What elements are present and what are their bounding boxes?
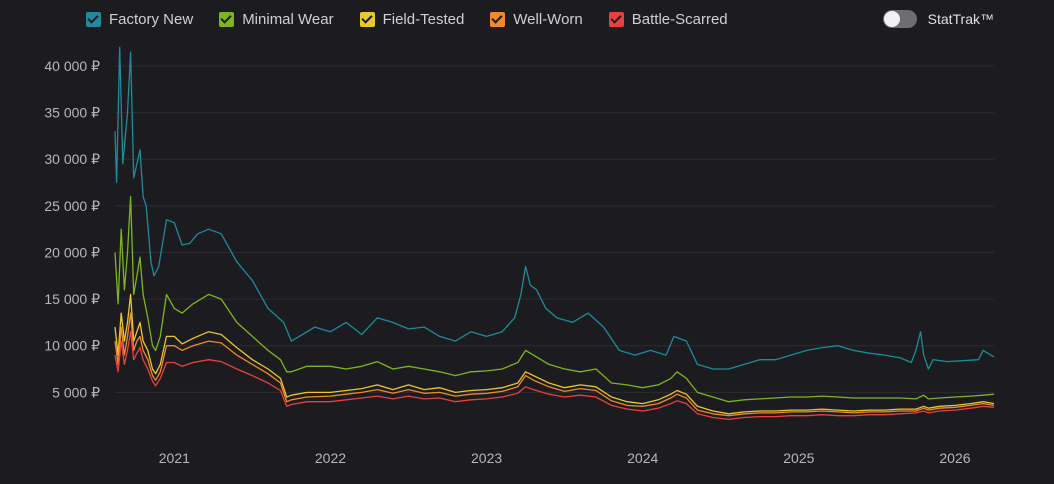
legend-label: Battle-Scarred <box>631 10 728 28</box>
y-tick-label: 40 000 ₽ <box>44 58 100 74</box>
y-tick-label: 35 000 ₽ <box>44 105 100 121</box>
legend-label: Field-Tested <box>382 10 465 28</box>
chart-legend: Factory New Minimal Wear Field-Tested We… <box>86 8 754 30</box>
stattrak-label: StatTrak™ <box>927 11 994 27</box>
grid-lines <box>115 65 994 393</box>
series-line-factory-new <box>114 46 995 370</box>
checkbox-checked-icon[interactable] <box>608 11 624 27</box>
checkbox-checked-icon[interactable] <box>86 11 101 27</box>
x-tick-label: 2024 <box>627 450 658 466</box>
legend-item-field-tested[interactable]: Field-Tested <box>359 10 465 28</box>
x-tick-label: 2026 <box>939 450 970 466</box>
legend-label: Well-Worn <box>513 10 583 28</box>
toggle-switch[interactable] <box>882 10 917 28</box>
legend-item-battle-scarred[interactable]: Battle-Scarred <box>608 10 728 28</box>
series-line-minimal-wear <box>114 195 995 403</box>
series-line-field-tested <box>114 293 995 415</box>
legend-label: Factory New <box>109 10 194 28</box>
series-lines <box>114 46 995 421</box>
y-tick-label: 15 000 ₽ <box>44 291 100 307</box>
x-tick-label: 2023 <box>471 450 502 466</box>
x-tick-label: 2021 <box>159 450 190 466</box>
series-line-well-worn <box>114 312 995 417</box>
legend-item-minimal-wear[interactable]: Minimal Wear <box>219 10 334 28</box>
x-tick-label: 2022 <box>315 450 346 466</box>
stattrak-toggle[interactable]: StatTrak™ <box>882 8 994 30</box>
legend-item-factory-new[interactable]: Factory New <box>86 11 193 28</box>
x-tick-label: 2025 <box>783 450 814 466</box>
y-tick-label: 10 000 ₽ <box>44 338 100 354</box>
series-line-battle-scarred <box>114 331 995 421</box>
y-axis-ticks: 5 000 ₽ 10 000 ₽ 15 000 ₽ 20 000 ₽ 25 000 ₽ 3… <box>44 58 100 400</box>
y-tick-label: 5 000 ₽ <box>52 384 100 400</box>
y-tick-label: 30 000 ₽ <box>44 151 100 167</box>
legend-label: Minimal Wear <box>242 10 334 28</box>
checkbox-checked-icon[interactable] <box>219 11 235 27</box>
checkbox-checked-icon[interactable] <box>359 11 375 27</box>
toggle-knob <box>883 11 900 27</box>
y-tick-label: 25 000 ₽ <box>44 198 100 214</box>
y-tick-label: 20 000 ₽ <box>44 244 100 260</box>
legend-item-well-worn[interactable]: Well-Worn <box>490 10 583 28</box>
x-axis-ticks: 2021 2022 2023 2024 2025 2026 <box>159 450 971 466</box>
checkbox-checked-icon[interactable] <box>490 11 506 27</box>
